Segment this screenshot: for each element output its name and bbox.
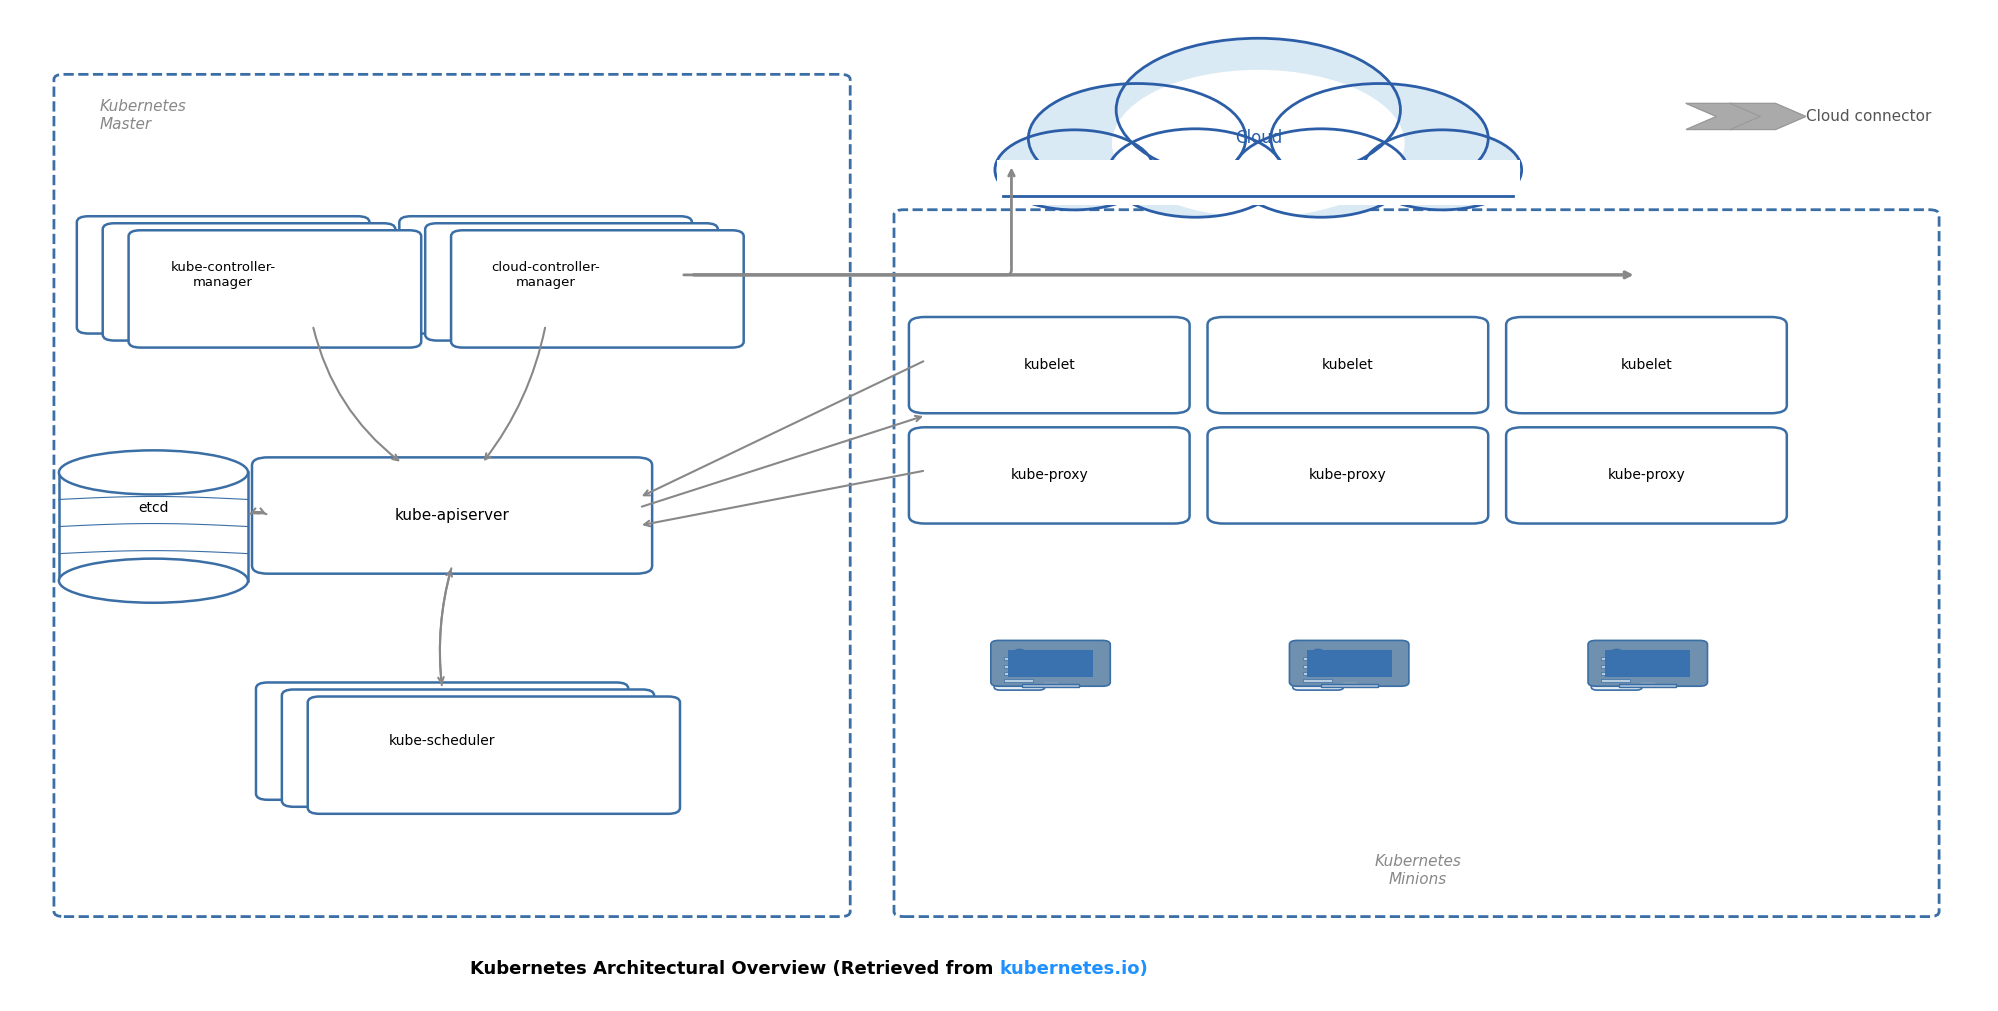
Polygon shape xyxy=(1343,682,1355,686)
Bar xyxy=(1618,684,1676,687)
Text: kube-scheduler: kube-scheduler xyxy=(390,734,496,748)
Bar xyxy=(1303,664,1331,667)
Bar xyxy=(60,452,246,474)
Circle shape xyxy=(1107,128,1283,217)
Circle shape xyxy=(1313,649,1323,654)
Polygon shape xyxy=(1686,103,1760,129)
Text: etcd: etcd xyxy=(138,500,168,515)
Text: kube-controller-
manager: kube-controller- manager xyxy=(170,261,276,289)
Text: Kubernetes
Master: Kubernetes Master xyxy=(100,99,186,131)
FancyBboxPatch shape xyxy=(426,223,717,341)
FancyBboxPatch shape xyxy=(1590,642,1640,691)
Bar xyxy=(1600,664,1630,667)
FancyBboxPatch shape xyxy=(452,231,743,348)
Polygon shape xyxy=(1640,682,1654,686)
Bar xyxy=(997,161,1518,204)
Bar xyxy=(1303,657,1331,660)
Circle shape xyxy=(1610,649,1620,654)
Text: cloud-controller-
manager: cloud-controller- manager xyxy=(492,261,599,289)
Text: Kubernetes
Minions: Kubernetes Minions xyxy=(1373,854,1461,887)
Bar xyxy=(1003,657,1033,660)
Bar xyxy=(1303,679,1331,682)
FancyBboxPatch shape xyxy=(102,223,396,341)
FancyBboxPatch shape xyxy=(909,428,1189,524)
FancyBboxPatch shape xyxy=(308,697,679,814)
Bar xyxy=(1600,672,1630,674)
Bar xyxy=(1003,679,1033,682)
FancyBboxPatch shape xyxy=(1586,640,1706,686)
Bar xyxy=(1021,684,1079,687)
Circle shape xyxy=(995,129,1153,210)
FancyBboxPatch shape xyxy=(76,216,370,334)
FancyBboxPatch shape xyxy=(1504,428,1786,524)
Polygon shape xyxy=(1043,682,1057,686)
Circle shape xyxy=(1233,128,1409,217)
Circle shape xyxy=(1271,84,1487,193)
Circle shape xyxy=(1013,649,1025,654)
Text: Kubernetes Architectural Overview (Retrieved from: Kubernetes Architectural Overview (Retri… xyxy=(470,959,999,978)
Ellipse shape xyxy=(58,450,248,494)
Bar xyxy=(997,147,1518,204)
Circle shape xyxy=(1115,38,1401,181)
Text: kube-proxy: kube-proxy xyxy=(1606,468,1684,482)
FancyBboxPatch shape xyxy=(282,690,653,807)
Bar xyxy=(1321,684,1377,687)
Circle shape xyxy=(1027,84,1245,193)
FancyBboxPatch shape xyxy=(252,457,651,573)
Circle shape xyxy=(1363,129,1520,210)
Text: kube-apiserver: kube-apiserver xyxy=(394,508,509,523)
Bar xyxy=(1604,650,1690,677)
FancyBboxPatch shape xyxy=(1207,317,1487,413)
FancyBboxPatch shape xyxy=(991,640,1109,686)
Bar xyxy=(1303,672,1331,674)
Text: kube-proxy: kube-proxy xyxy=(1309,468,1387,482)
FancyBboxPatch shape xyxy=(400,216,691,334)
Text: kubelet: kubelet xyxy=(1023,358,1075,372)
Text: kube-proxy: kube-proxy xyxy=(1009,468,1087,482)
FancyBboxPatch shape xyxy=(128,231,422,348)
FancyBboxPatch shape xyxy=(1293,642,1343,691)
Text: kubernetes.io): kubernetes.io) xyxy=(999,959,1147,978)
Text: kubelet: kubelet xyxy=(1321,358,1373,372)
FancyBboxPatch shape xyxy=(909,317,1189,413)
Text: Cloud: Cloud xyxy=(1235,129,1281,148)
Bar xyxy=(1003,672,1033,674)
Bar xyxy=(1600,679,1630,682)
Ellipse shape xyxy=(58,559,248,603)
Text: kubelet: kubelet xyxy=(1620,358,1672,372)
Bar xyxy=(58,472,248,580)
Bar xyxy=(1003,664,1033,667)
FancyBboxPatch shape xyxy=(1289,640,1409,686)
FancyBboxPatch shape xyxy=(1504,317,1786,413)
FancyBboxPatch shape xyxy=(256,682,627,800)
Bar xyxy=(1007,650,1093,677)
Circle shape xyxy=(1111,70,1405,217)
Bar xyxy=(1307,650,1391,677)
FancyBboxPatch shape xyxy=(993,642,1045,691)
Bar xyxy=(1600,657,1630,660)
Polygon shape xyxy=(1728,103,1804,129)
FancyBboxPatch shape xyxy=(1207,428,1487,524)
Text: Cloud connector: Cloud connector xyxy=(1804,109,1930,124)
